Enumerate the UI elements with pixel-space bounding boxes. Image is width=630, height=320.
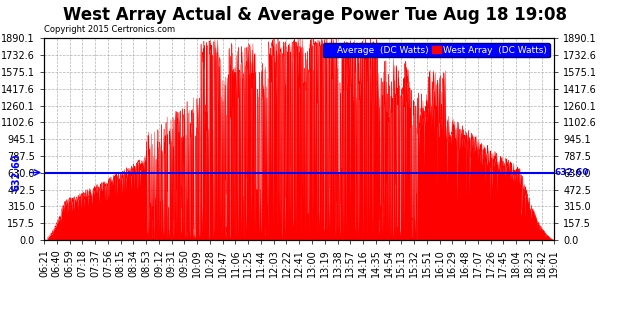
Text: 632.60: 632.60: [11, 154, 21, 191]
Text: 632.60: 632.60: [554, 168, 589, 177]
Text: West Array Actual & Average Power Tue Aug 18 19:08: West Array Actual & Average Power Tue Au…: [63, 6, 567, 24]
Legend: Average  (DC Watts), West Array  (DC Watts): Average (DC Watts), West Array (DC Watts…: [323, 43, 550, 57]
Text: Copyright 2015 Certronics.com: Copyright 2015 Certronics.com: [44, 25, 175, 34]
